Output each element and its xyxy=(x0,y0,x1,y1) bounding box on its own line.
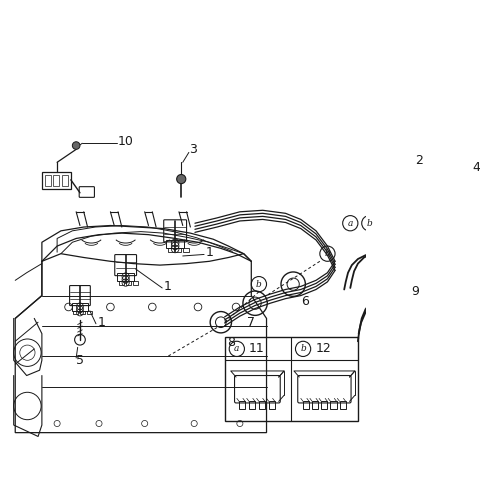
Text: 1: 1 xyxy=(164,280,171,293)
Text: b: b xyxy=(256,279,262,288)
Text: 11: 11 xyxy=(249,342,265,355)
Bar xyxy=(168,248,174,251)
Text: a: a xyxy=(234,344,240,353)
Circle shape xyxy=(422,168,430,176)
Text: 1: 1 xyxy=(205,246,214,258)
Bar xyxy=(72,303,88,311)
Bar xyxy=(119,281,124,285)
Circle shape xyxy=(177,175,186,184)
Bar xyxy=(42,172,71,189)
Bar xyxy=(126,281,131,285)
Text: 1: 1 xyxy=(97,316,105,329)
Bar xyxy=(331,401,336,409)
Text: b: b xyxy=(366,219,372,228)
Bar xyxy=(340,401,346,409)
Bar xyxy=(269,401,275,409)
Bar xyxy=(166,240,184,248)
Text: 8: 8 xyxy=(227,336,235,349)
Text: 2: 2 xyxy=(415,154,423,167)
Bar xyxy=(62,175,68,186)
Bar xyxy=(80,311,85,314)
Bar xyxy=(312,401,318,409)
Bar xyxy=(175,248,181,251)
Bar xyxy=(259,401,265,409)
Bar xyxy=(53,175,60,186)
Text: 6: 6 xyxy=(301,295,309,308)
Text: b: b xyxy=(324,249,330,258)
Bar xyxy=(117,273,134,281)
Circle shape xyxy=(72,142,80,149)
Circle shape xyxy=(462,166,470,174)
Bar xyxy=(183,248,189,251)
Text: 5: 5 xyxy=(76,354,84,367)
Bar xyxy=(239,401,245,409)
Text: 4: 4 xyxy=(472,161,480,174)
Text: b: b xyxy=(300,344,306,353)
Bar xyxy=(303,401,309,409)
Bar xyxy=(86,311,92,314)
Text: 7: 7 xyxy=(248,316,255,329)
Bar xyxy=(45,175,51,186)
Bar xyxy=(133,281,138,285)
Bar xyxy=(321,401,327,409)
Text: 12: 12 xyxy=(315,342,331,355)
Bar xyxy=(249,401,255,409)
Text: 3: 3 xyxy=(189,143,197,156)
Bar xyxy=(73,311,78,314)
Text: 9: 9 xyxy=(411,285,419,298)
Text: a: a xyxy=(348,219,353,228)
Bar xyxy=(225,337,358,421)
Text: 10: 10 xyxy=(118,135,134,148)
